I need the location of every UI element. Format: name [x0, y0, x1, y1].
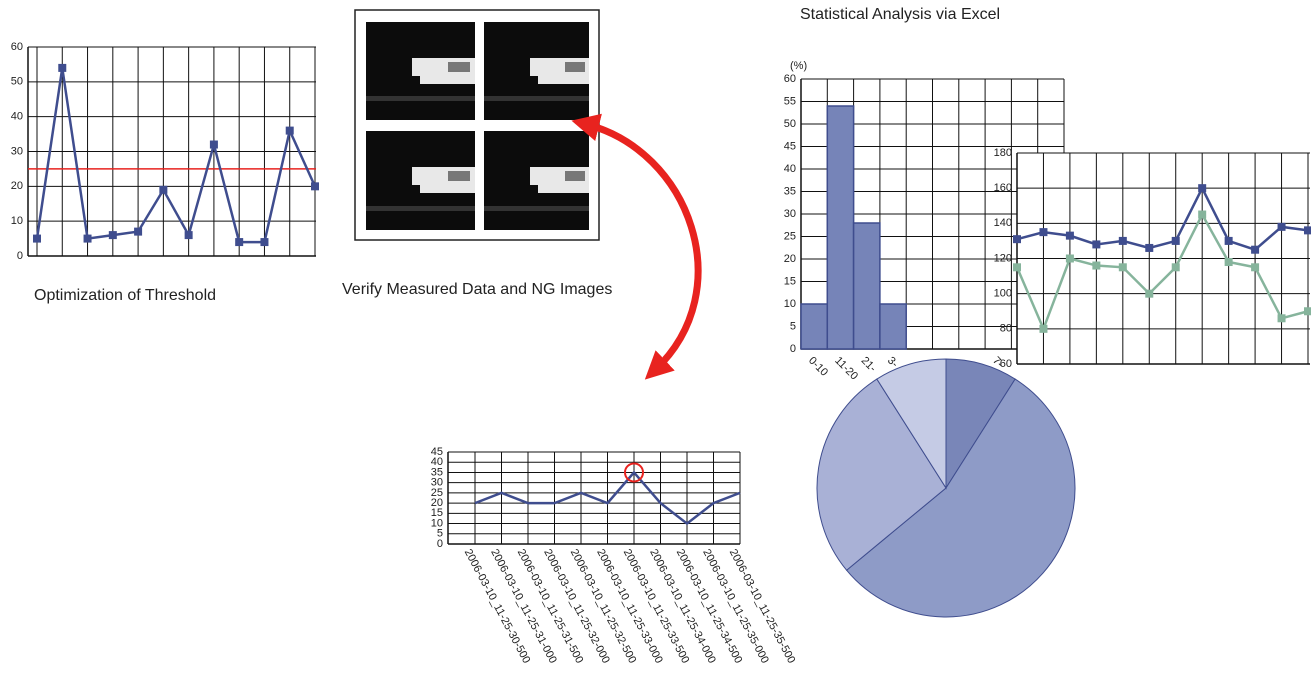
marker [1198, 184, 1207, 193]
y-tick-label: 10 [431, 517, 443, 529]
marker [1039, 324, 1048, 333]
y-tick-label: 30 [784, 208, 796, 220]
marker [311, 182, 319, 191]
pie-slice [816, 378, 947, 571]
y-tick-label: 15 [431, 507, 443, 519]
marker [260, 238, 269, 247]
y-tick-label: 0 [17, 250, 23, 262]
marker [1224, 236, 1233, 245]
y-tick-label: 60 [1000, 358, 1012, 370]
bar [826, 105, 855, 350]
y-tick-label: 25 [784, 230, 796, 242]
bar [879, 303, 907, 350]
line [35, 67, 317, 244]
y-tick-label: 30 [431, 477, 443, 489]
marker [1065, 231, 1074, 240]
highlight [624, 462, 644, 483]
marker [1145, 289, 1154, 298]
caption: Statistical Analysis via Excel [800, 6, 1000, 23]
y-tick-label: 180 [994, 147, 1012, 159]
y-tick-label: 55 [784, 95, 796, 107]
x-tick-label: 0-10 [806, 355, 830, 379]
y-tick-label: 30 [11, 145, 23, 157]
chart: 60 80 100 120 140 160 180 [994, 147, 1311, 370]
marker [285, 126, 294, 135]
marker [209, 140, 218, 149]
line [1016, 185, 1309, 252]
y-tick-label: 120 [994, 252, 1012, 264]
y-tick-label: 35 [431, 466, 443, 478]
y-tick-label: 100 [994, 288, 1012, 300]
marker [1118, 263, 1127, 272]
pie-slice [876, 358, 947, 490]
y-tick-label: 15 [784, 275, 796, 287]
y-tick-label: 25 [431, 487, 443, 499]
marker [58, 63, 67, 72]
y-tick-label: 0 [437, 538, 443, 550]
ng-images [354, 9, 600, 241]
marker [1277, 222, 1286, 231]
y-axis-label: (%) [790, 60, 807, 72]
y-tick-label: 20 [431, 497, 443, 509]
marker [1171, 236, 1180, 245]
marker [1118, 236, 1127, 245]
y-tick-label: 20 [11, 180, 23, 192]
marker [1065, 254, 1074, 263]
bar [852, 222, 881, 350]
y-tick-label: 80 [1000, 323, 1012, 335]
y-tick-label: 40 [431, 456, 443, 468]
marker [1013, 235, 1021, 244]
marker [1304, 307, 1311, 316]
x-tick-label: 11-20 [832, 355, 860, 383]
marker [1251, 263, 1260, 272]
y-tick-label: 45 [431, 446, 443, 458]
marker [1092, 261, 1101, 270]
y-tick-label: 40 [784, 163, 796, 175]
marker [159, 185, 168, 194]
marker [134, 227, 143, 236]
y-tick-label: 5 [790, 320, 796, 332]
y-tick-label: 50 [784, 118, 796, 130]
y-tick-label: 20 [784, 253, 796, 265]
x-tick-label: 21- [859, 355, 879, 375]
y-tick-label: 60 [784, 73, 796, 85]
chart: 0 10 20 30 40 50 60 [11, 41, 319, 262]
y-tick-label: 40 [11, 111, 23, 123]
marker [33, 234, 41, 243]
y-tick-label: 0 [790, 343, 796, 355]
marker [108, 231, 117, 240]
marker [1304, 226, 1311, 235]
chart [816, 358, 1076, 618]
y-tick-label: 140 [994, 217, 1012, 229]
pie-slice [845, 378, 1076, 618]
marker [1039, 228, 1048, 237]
y-tick-label: 5 [437, 528, 443, 540]
y-tick-label: 50 [11, 76, 23, 88]
marker [1092, 240, 1101, 249]
marker [184, 231, 193, 240]
marker [1145, 243, 1154, 252]
line [1015, 211, 1309, 333]
caption: Verify Measured Data and NG Images [342, 281, 612, 298]
marker [1251, 245, 1260, 254]
y-tick-label: 60 [11, 41, 23, 53]
marker [1171, 263, 1180, 272]
marker [1224, 258, 1233, 267]
marker [235, 238, 244, 247]
marker [1013, 263, 1021, 272]
marker [1277, 314, 1286, 323]
y-tick-label: 160 [994, 182, 1012, 194]
caption: Optimization of Threshold [34, 287, 216, 304]
y-tick-label: 35 [784, 185, 796, 197]
bar [800, 303, 829, 350]
y-tick-label: 10 [784, 298, 796, 310]
y-tick-label: 10 [11, 215, 23, 227]
y-tick-label: 45 [784, 140, 796, 152]
link-arrow [571, 113, 702, 380]
line [474, 470, 741, 526]
marker [1198, 210, 1207, 219]
marker [83, 234, 92, 243]
chart: 0510152025303540452006-03-10_11-25-30-50… [431, 446, 798, 666]
